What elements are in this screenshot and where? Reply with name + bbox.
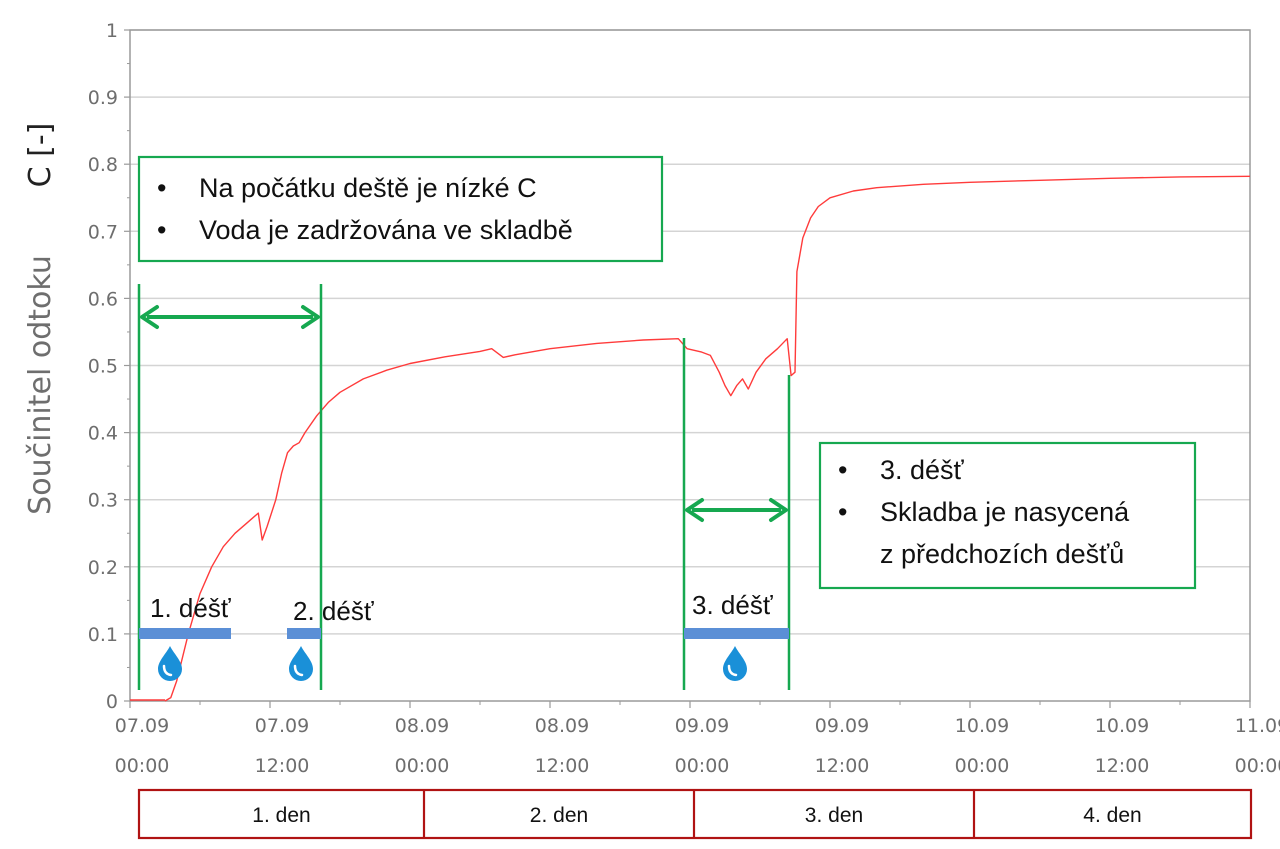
raindrop-icon xyxy=(158,646,182,681)
y-tick-label: 0.5 xyxy=(88,356,118,378)
x-tick-date: 10.09 xyxy=(1095,715,1149,737)
rain-event-label: 1. déšť xyxy=(150,593,231,623)
x-tick-time: 00:00 xyxy=(115,755,170,777)
y-tick-label: 0 xyxy=(106,691,118,713)
series-line xyxy=(164,175,1251,702)
raindrop-icon xyxy=(723,646,747,681)
day-label: 1. den xyxy=(252,804,310,827)
annotation-layer: • Na počátku deště je nízké C • Voda je zad… xyxy=(137,155,1197,690)
y-tick-label: 0.1 xyxy=(88,624,118,646)
x-tick-date: 08.09 xyxy=(395,715,449,737)
x-tick-date: 11.09 xyxy=(1235,715,1280,737)
bullet: • xyxy=(838,497,847,527)
x-tick-date: 10.09 xyxy=(955,715,1009,737)
x-tick-date: 09.09 xyxy=(675,715,729,737)
rain-events-layer: 1. déšť 2. déšť 3. déšť xyxy=(139,590,789,681)
x-tick-date: 09.09 xyxy=(815,715,869,737)
series-layer xyxy=(130,175,1251,702)
rain-event-label: 2. déšť xyxy=(293,596,374,626)
rain-event-label: 3. déšť xyxy=(692,590,773,620)
y-tick-label: 1 xyxy=(106,20,118,42)
annotation-box-1-frame xyxy=(137,155,664,263)
day-bands: 1. den 2. den 3. den 4. den xyxy=(137,788,1253,840)
x-tick-time: 00:00 xyxy=(675,755,730,777)
y-tick-labels: 0 0.1 0.2 0.3 0.4 0.5 0.6 0.7 0.8 0.9 1 xyxy=(88,20,130,713)
annotation-box-2-frame xyxy=(818,441,1197,590)
x-tick-time: 00:00 xyxy=(395,755,450,777)
x-tick-labels: 07.09 00:00 07.09 12:00 08.09 00:00 08.09 12:00… xyxy=(115,701,1280,777)
annotation-box-2-line: z předchozích dešťů xyxy=(880,539,1124,569)
x-tick-time: 00:00 xyxy=(955,755,1010,777)
rain-duration-bar xyxy=(139,628,231,639)
rain-duration-bar xyxy=(287,628,321,639)
y-tick-label: 0.7 xyxy=(88,221,118,243)
x-tick-date: 07.09 xyxy=(115,715,169,737)
duration-arrow-3 xyxy=(685,498,788,522)
duration-arrow-1 xyxy=(140,305,320,329)
x-tick-date: 08.09 xyxy=(535,715,589,737)
y-tick-label: 0.8 xyxy=(88,154,118,176)
day-label: 4. den xyxy=(1083,804,1141,827)
annotation-box-2: • 3. déšť • Skladba je nasycená z předchozíc… xyxy=(818,441,1197,590)
annotation-box-2-line: Skladba je nasycená xyxy=(880,497,1130,527)
bullet: • xyxy=(838,455,847,485)
raindrop-icon xyxy=(289,646,313,681)
day-label: 3. den xyxy=(805,804,863,827)
annotation-box-1: • Na počátku deště je nízké C • Voda je zad… xyxy=(137,155,664,263)
y-tick-label: 0.9 xyxy=(88,87,118,109)
day-label: 2. den xyxy=(530,804,588,827)
y-axis-title: Součinitel odtoku xyxy=(23,255,58,515)
rain-duration-bar xyxy=(684,628,789,639)
x-tick-time: 00:00 xyxy=(1235,755,1280,777)
y-tick-label: 0.2 xyxy=(88,557,118,579)
y-axis-symbol: C [-] xyxy=(23,123,58,188)
x-tick-time: 12:00 xyxy=(255,755,310,777)
y-tick-label: 0.3 xyxy=(88,490,118,512)
x-tick-date: 07.09 xyxy=(255,715,309,737)
x-tick-time: 12:00 xyxy=(535,755,590,777)
annotation-box-1-line: Na počátku deště je nízké C xyxy=(199,173,537,203)
y-axis-label: Součinitel odtoku C [-] xyxy=(23,123,58,515)
annotation-box-2-line: 3. déšť xyxy=(880,455,965,485)
y-tick-label: 0.4 xyxy=(88,423,118,445)
x-tick-time: 12:00 xyxy=(815,755,870,777)
bullet: • xyxy=(157,215,166,245)
bullet: • xyxy=(157,173,166,203)
y-tick-label: 0.6 xyxy=(88,288,118,310)
x-tick-time: 12:00 xyxy=(1095,755,1150,777)
annotation-box-1-line: Voda je zadržována ve skladbě xyxy=(199,215,573,245)
